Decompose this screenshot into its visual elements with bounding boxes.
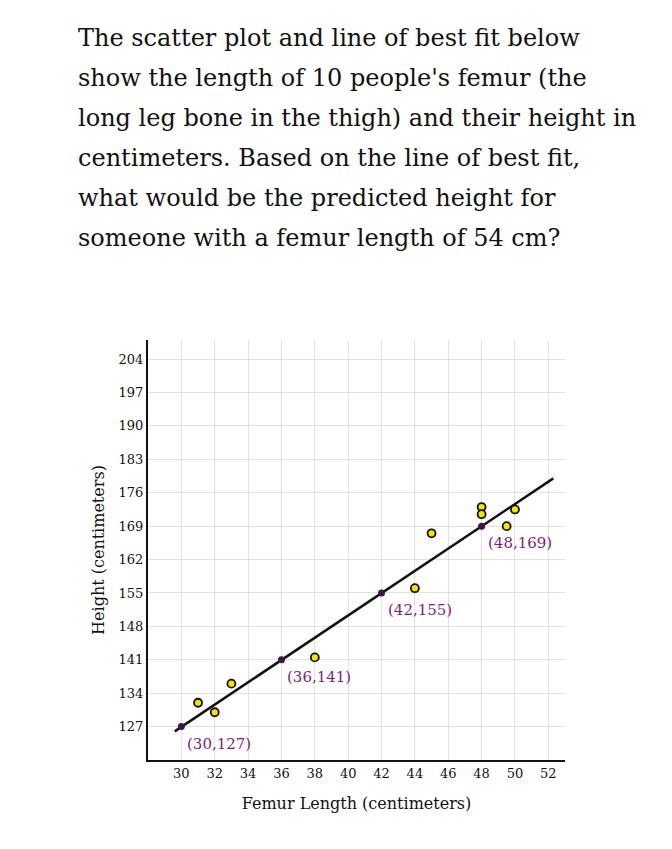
svg-text:48: 48 bbox=[473, 766, 490, 781]
svg-text:169: 169 bbox=[119, 519, 144, 534]
svg-text:52: 52 bbox=[540, 766, 557, 781]
svg-text:34: 34 bbox=[240, 766, 257, 781]
svg-text:(42,155): (42,155) bbox=[388, 601, 452, 619]
svg-text:30: 30 bbox=[173, 766, 190, 781]
svg-text:42: 42 bbox=[373, 766, 390, 781]
svg-text:127: 127 bbox=[119, 719, 144, 734]
svg-text:148: 148 bbox=[119, 619, 144, 634]
html-text:The scatter plot and line of b: The scatter plot and line of best fit be… bbox=[78, 24, 637, 252]
svg-text:Femur Length (centimeters): Femur Length (centimeters) bbox=[242, 794, 472, 813]
svg-text:176: 176 bbox=[119, 485, 144, 500]
svg-text:197: 197 bbox=[119, 385, 144, 400]
svg-text:40: 40 bbox=[340, 766, 357, 781]
svg-text:44: 44 bbox=[407, 766, 424, 781]
svg-text:204: 204 bbox=[119, 352, 144, 367]
svg-text:134: 134 bbox=[119, 686, 144, 701]
svg-text:32: 32 bbox=[206, 766, 223, 781]
svg-text:(48,169): (48,169) bbox=[488, 534, 552, 552]
svg-text:162: 162 bbox=[119, 552, 144, 567]
svg-text:46: 46 bbox=[440, 766, 457, 781]
svg-text:(36,141): (36,141) bbox=[287, 668, 351, 686]
svg-text:36: 36 bbox=[273, 766, 290, 781]
svg-text:190: 190 bbox=[119, 418, 144, 433]
svg-text:183: 183 bbox=[119, 452, 144, 467]
svg-text:Height (centimeters): Height (centimeters) bbox=[89, 465, 108, 635]
svg-text:155: 155 bbox=[119, 586, 144, 601]
svg-text:50: 50 bbox=[507, 766, 524, 781]
svg-text:141: 141 bbox=[119, 652, 144, 667]
svg-text:38: 38 bbox=[307, 766, 324, 781]
svg-text:(30,127): (30,127) bbox=[187, 735, 251, 753]
